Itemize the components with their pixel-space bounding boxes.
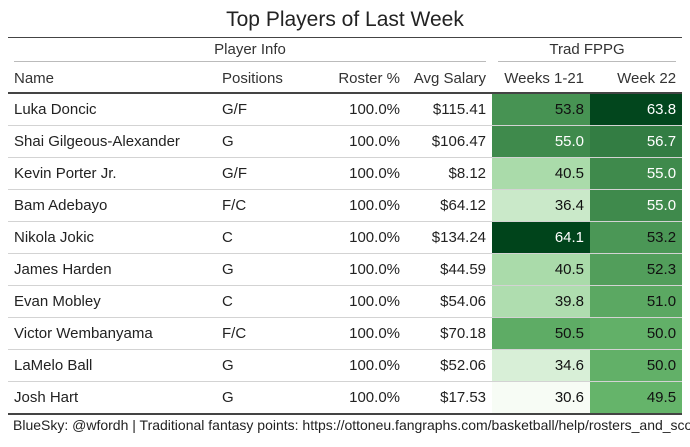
cell-name: Kevin Porter Jr. xyxy=(8,157,216,190)
cell-name: LaMelo Ball xyxy=(8,349,216,382)
cell-name: Josh Hart xyxy=(8,381,216,415)
table-body: Luka Doncic G/F 100.0% $115.41 53.8 63.8… xyxy=(8,93,683,415)
cell-week-22: 55.0 xyxy=(590,157,683,190)
cell-week-22: 50.0 xyxy=(590,349,683,382)
table-row: Nikola Jokic C 100.0% $134.24 64.1 53.2 xyxy=(8,221,683,254)
cell-roster: 100.0% xyxy=(311,93,406,126)
col-header-weeks-1-21: Weeks 1-21 xyxy=(492,65,591,94)
cell-name: Evan Mobley xyxy=(8,285,216,318)
cell-weeks-1-21: 50.5 xyxy=(492,317,591,350)
cell-roster: 100.0% xyxy=(311,349,406,382)
col-header-week-22: Week 22 xyxy=(590,65,683,94)
cell-salary: $8.12 xyxy=(406,157,493,190)
cell-salary: $70.18 xyxy=(406,317,493,350)
cell-salary: $64.12 xyxy=(406,189,493,222)
cell-salary: $54.06 xyxy=(406,285,493,318)
table-row: James Harden G 100.0% $44.59 40.5 52.3 xyxy=(8,253,683,286)
cell-weeks-1-21: 39.8 xyxy=(492,285,591,318)
cell-positions: C xyxy=(216,285,311,318)
cell-week-22: 56.7 xyxy=(590,125,683,158)
cell-week-22: 50.0 xyxy=(590,317,683,350)
cell-positions: C xyxy=(216,221,311,254)
cell-positions: G xyxy=(216,381,311,415)
table-row: Victor Wembanyama F/C 100.0% $70.18 50.5… xyxy=(8,317,683,350)
cell-roster: 100.0% xyxy=(311,285,406,318)
spanner-trad-fppg: Trad FPPG xyxy=(492,38,682,65)
cell-name: Shai Gilgeous-Alexander xyxy=(8,125,216,158)
table-title: Top Players of Last Week xyxy=(226,8,464,31)
cell-week-22: 55.0 xyxy=(590,189,683,222)
cell-roster: 100.0% xyxy=(311,157,406,190)
cell-name: Victor Wembanyama xyxy=(8,317,216,350)
cell-name: Luka Doncic xyxy=(8,93,216,126)
table-row: Kevin Porter Jr. G/F 100.0% $8.12 40.5 5… xyxy=(8,157,683,190)
cell-salary: $115.41 xyxy=(406,93,493,126)
cell-roster: 100.0% xyxy=(311,317,406,350)
table-row: LaMelo Ball G 100.0% $52.06 34.6 50.0 xyxy=(8,349,683,382)
cell-weeks-1-21: 34.6 xyxy=(492,349,591,382)
cell-salary: $134.24 xyxy=(406,221,493,254)
table-row: Evan Mobley C 100.0% $54.06 39.8 51.0 xyxy=(8,285,683,318)
cell-salary: $44.59 xyxy=(406,253,493,286)
cell-positions: G/F xyxy=(216,157,311,190)
cell-roster: 100.0% xyxy=(311,253,406,286)
cell-weeks-1-21: 55.0 xyxy=(492,125,591,158)
top-rule xyxy=(8,37,682,38)
table-row: Shai Gilgeous-Alexander G 100.0% $106.47… xyxy=(8,125,683,158)
cell-roster: 100.0% xyxy=(311,221,406,254)
cell-name: James Harden xyxy=(8,253,216,286)
cell-weeks-1-21: 36.4 xyxy=(492,189,591,222)
cell-salary: $17.53 xyxy=(406,381,493,415)
col-header-name: Name xyxy=(8,65,216,94)
column-header-row: Name Positions Roster % Avg Salary Weeks… xyxy=(8,65,683,94)
cell-weeks-1-21: 53.8 xyxy=(492,93,591,126)
table-row: Luka Doncic G/F 100.0% $115.41 53.8 63.8 xyxy=(8,93,683,126)
cell-positions: F/C xyxy=(216,189,311,222)
cell-positions: G/F xyxy=(216,93,311,126)
table-row: Josh Hart G 100.0% $17.53 30.6 49.5 xyxy=(8,381,683,415)
spanner-player-info: Player Info xyxy=(8,38,492,65)
source-footnote: BlueSky: @wfordh | Traditional fantasy p… xyxy=(13,417,690,433)
cell-week-22: 49.5 xyxy=(590,381,683,415)
cell-week-22: 63.8 xyxy=(590,93,683,126)
cell-roster: 100.0% xyxy=(311,381,406,415)
cell-positions: F/C xyxy=(216,317,311,350)
table-row: Bam Adebayo F/C 100.0% $64.12 36.4 55.0 xyxy=(8,189,683,222)
cell-roster: 100.0% xyxy=(311,189,406,222)
players-table: Player Info Trad FPPG Name Positions Ros… xyxy=(8,38,683,415)
col-header-salary: Avg Salary xyxy=(406,65,493,94)
col-header-roster: Roster % xyxy=(311,65,406,94)
cell-weeks-1-21: 64.1 xyxy=(492,221,591,254)
cell-positions: G xyxy=(216,125,311,158)
cell-weeks-1-21: 40.5 xyxy=(492,253,591,286)
cell-week-22: 53.2 xyxy=(590,221,683,254)
cell-roster: 100.0% xyxy=(311,125,406,158)
cell-positions: G xyxy=(216,253,311,286)
cell-name: Bam Adebayo xyxy=(8,189,216,222)
col-header-positions: Positions xyxy=(216,65,311,94)
cell-week-22: 52.3 xyxy=(590,253,683,286)
cell-salary: $52.06 xyxy=(406,349,493,382)
cell-weeks-1-21: 30.6 xyxy=(492,381,591,415)
spanner-row: Player Info Trad FPPG xyxy=(8,38,682,65)
cell-weeks-1-21: 40.5 xyxy=(492,157,591,190)
cell-week-22: 51.0 xyxy=(590,285,683,318)
cell-salary: $106.47 xyxy=(406,125,493,158)
cell-name: Nikola Jokic xyxy=(8,221,216,254)
cell-positions: G xyxy=(216,349,311,382)
